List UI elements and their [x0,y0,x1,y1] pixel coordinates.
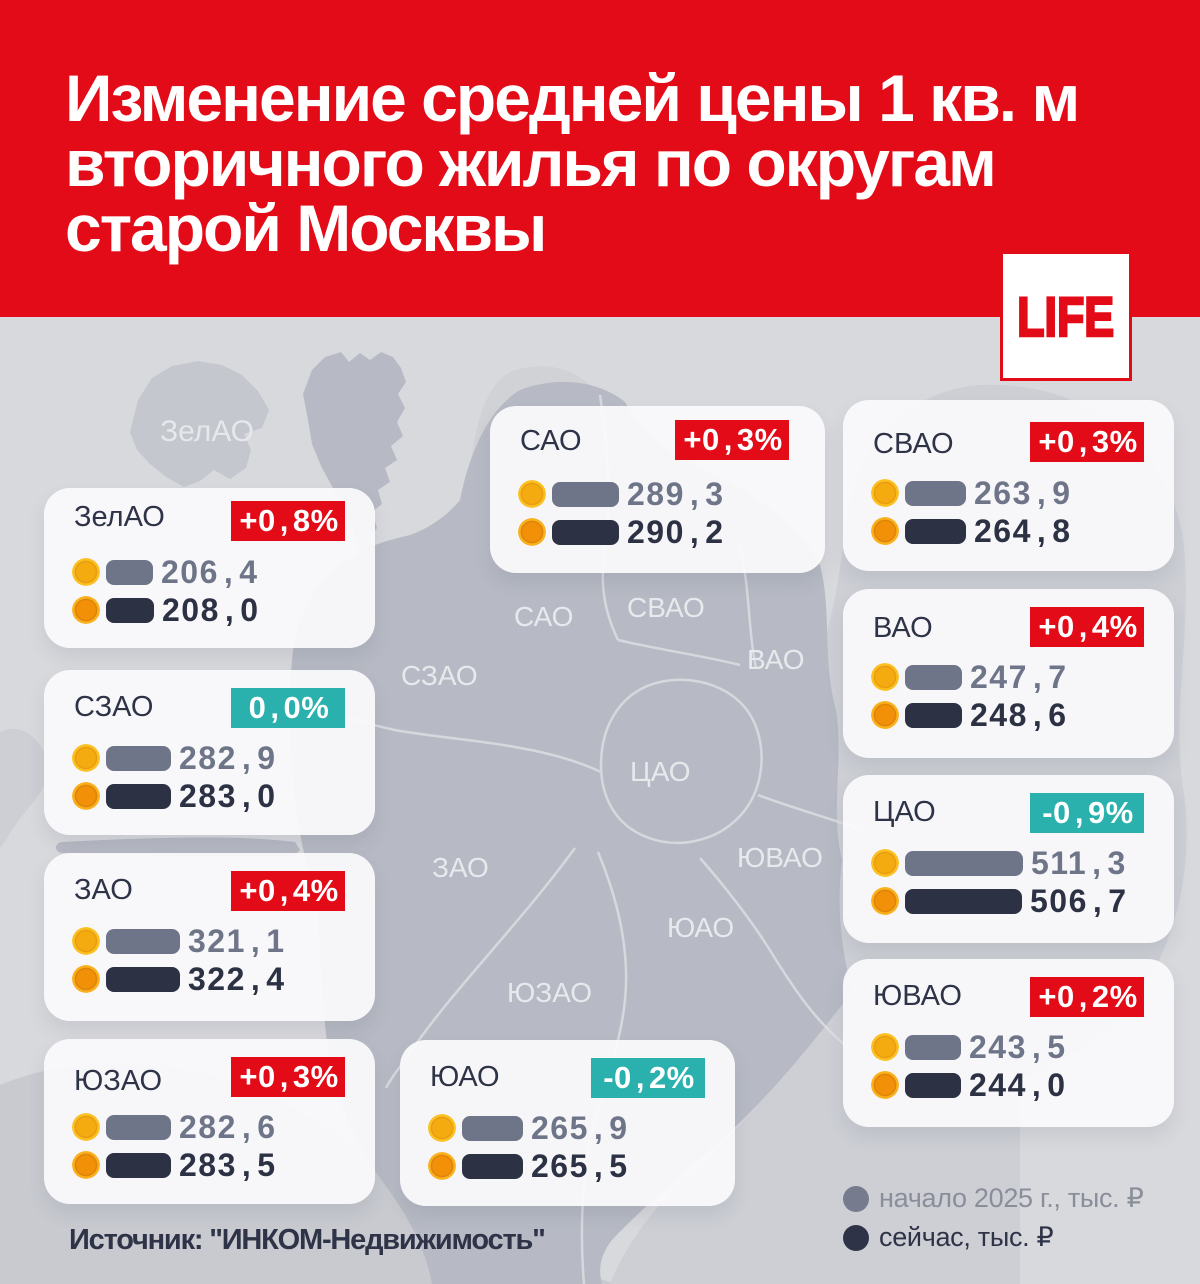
svg-text:ЗАО: ЗАО [432,852,489,883]
svg-text:ВАО: ВАО [747,644,805,675]
svg-text:ЮЗАО: ЮЗАО [507,977,592,1008]
svg-text:ЮВАО: ЮВАО [737,842,823,873]
svg-text:СВАО: СВАО [627,592,705,623]
svg-text:ЦАО: ЦАО [630,756,691,787]
svg-text:САО: САО [514,601,573,632]
svg-text:ЮАО: ЮАО [667,912,734,943]
svg-text:ЗелАО: ЗелАО [160,415,254,448]
svg-text:СЗАО: СЗАО [401,660,478,691]
